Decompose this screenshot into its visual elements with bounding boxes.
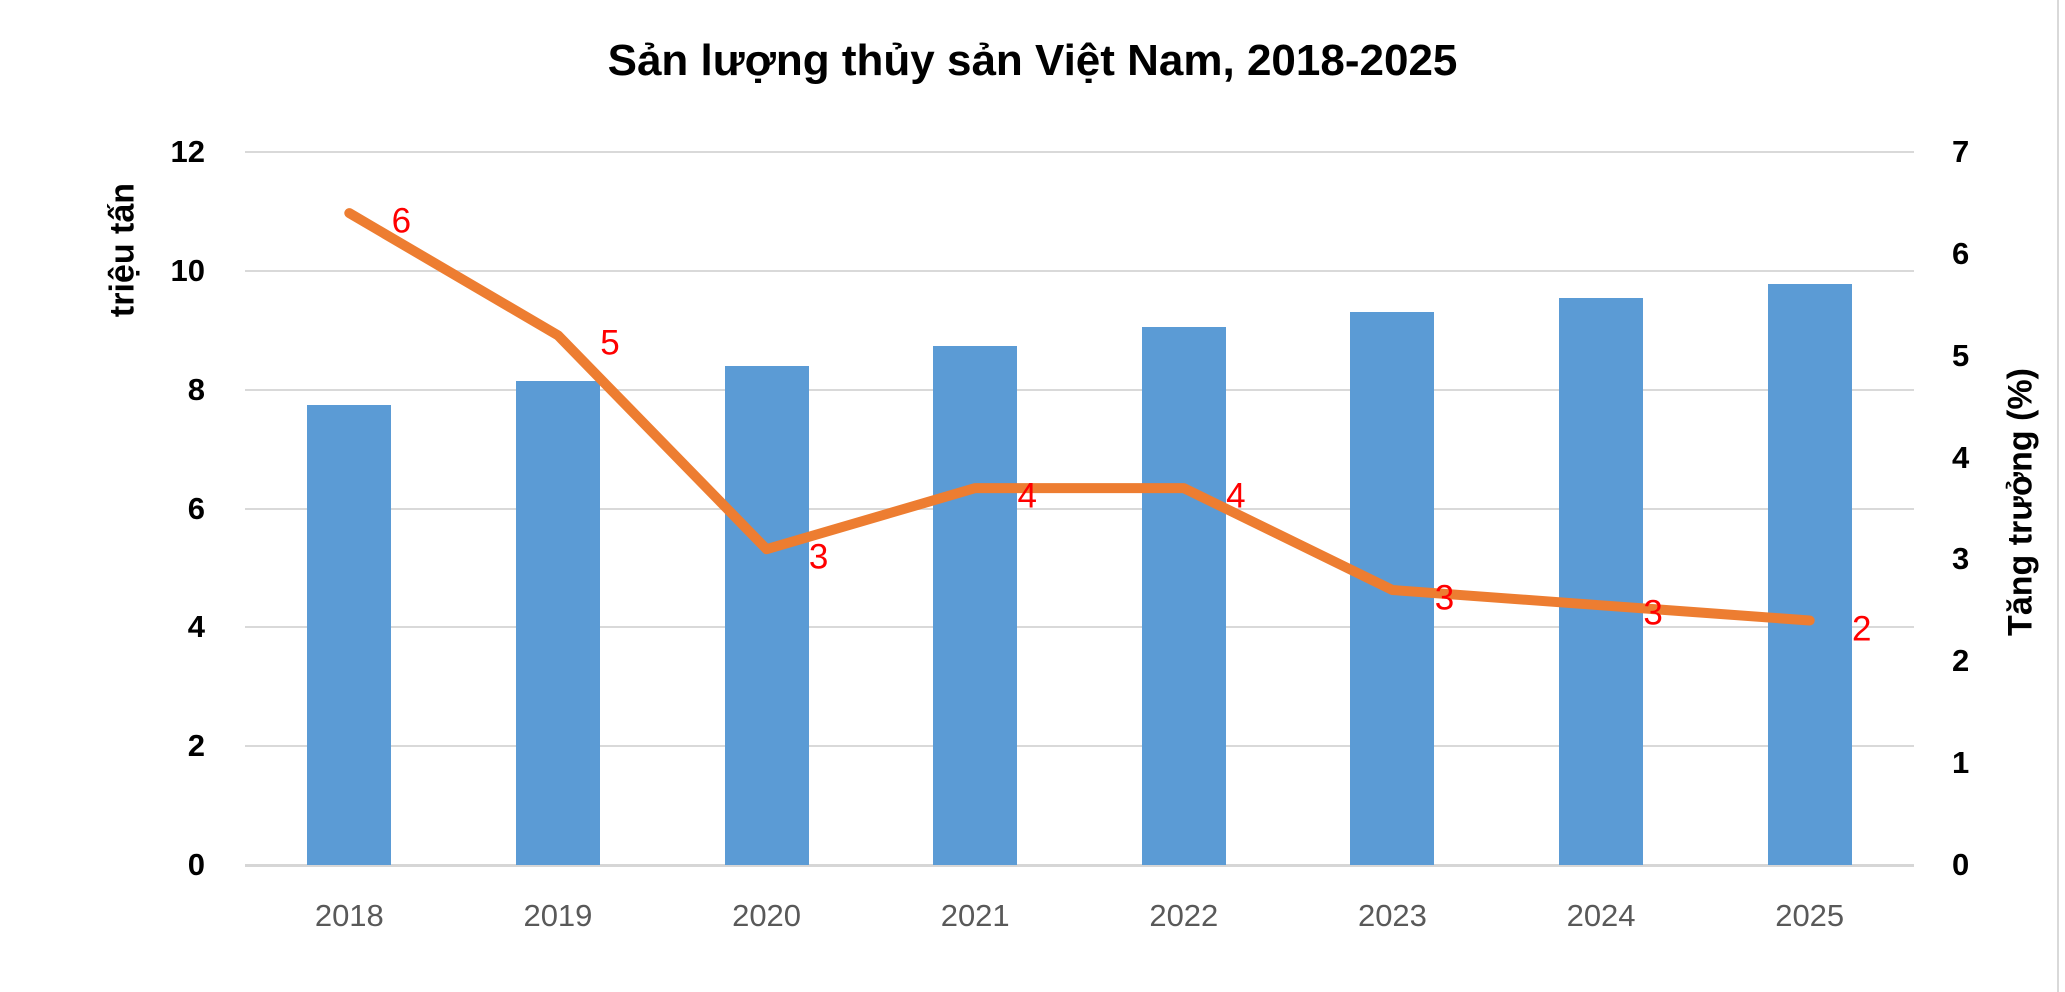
gridline xyxy=(245,388,1914,391)
data-label-2021: 4 xyxy=(1017,476,1037,516)
bar-2025 xyxy=(1767,283,1852,865)
left-tick-4: 4 xyxy=(187,609,205,645)
gridline xyxy=(245,507,1914,510)
data-label-2022: 4 xyxy=(1226,476,1246,516)
data-label-2019: 5 xyxy=(600,323,620,363)
x-axis-line xyxy=(245,864,1914,867)
bar-2020 xyxy=(724,365,809,865)
left-tick-2: 2 xyxy=(187,728,205,764)
gridline xyxy=(245,269,1914,272)
right-tick-0: 0 xyxy=(1952,847,1970,882)
gridline xyxy=(245,626,1914,629)
left-tick-8: 8 xyxy=(187,371,205,407)
right-tick-6: 6 xyxy=(1952,235,1970,271)
left-tick-12: 12 xyxy=(170,134,205,169)
right-tick-7: 7 xyxy=(1952,134,1970,169)
bar-2022 xyxy=(1141,327,1226,865)
x-tick-2022: 2022 xyxy=(1149,898,1219,933)
right-tick-5: 5 xyxy=(1952,337,1970,373)
chart-title: Sản lượng thủy sản Việt Nam, 2018-2025 xyxy=(607,36,1458,85)
x-tick-2023: 2023 xyxy=(1357,898,1427,933)
bar-2018 xyxy=(307,405,392,865)
x-tick-2018: 2018 xyxy=(314,898,384,933)
left-tick-0: 0 xyxy=(187,847,205,882)
bar-2019 xyxy=(515,380,600,865)
x-tick-2020: 2020 xyxy=(732,898,802,933)
right-tick-3: 3 xyxy=(1952,541,1970,577)
x-tick-2025: 2025 xyxy=(1775,898,1845,933)
x-tick-2024: 2024 xyxy=(1566,898,1636,933)
gridline xyxy=(245,151,1914,153)
right-tick-4: 4 xyxy=(1952,439,1970,475)
bar-2021 xyxy=(933,346,1018,865)
x-tick-2021: 2021 xyxy=(940,898,1010,933)
data-label-2025: 2 xyxy=(1851,609,1872,649)
left-tick-10: 10 xyxy=(170,252,205,288)
screen-edge-border xyxy=(2057,0,2059,992)
gridline xyxy=(245,745,1914,748)
right-tick-1: 1 xyxy=(1952,745,1970,781)
x-tick-2019: 2019 xyxy=(523,898,593,933)
data-label-2018: 6 xyxy=(391,201,412,241)
right-tick-2: 2 xyxy=(1952,643,1970,679)
data-label-2024: 3 xyxy=(1643,593,1663,633)
growth-line xyxy=(344,208,1815,626)
data-label-2020: 3 xyxy=(808,537,829,577)
left-tick-6: 6 xyxy=(187,490,205,526)
data-label-2023: 3 xyxy=(1434,578,1455,618)
bar-2024 xyxy=(1559,297,1644,865)
